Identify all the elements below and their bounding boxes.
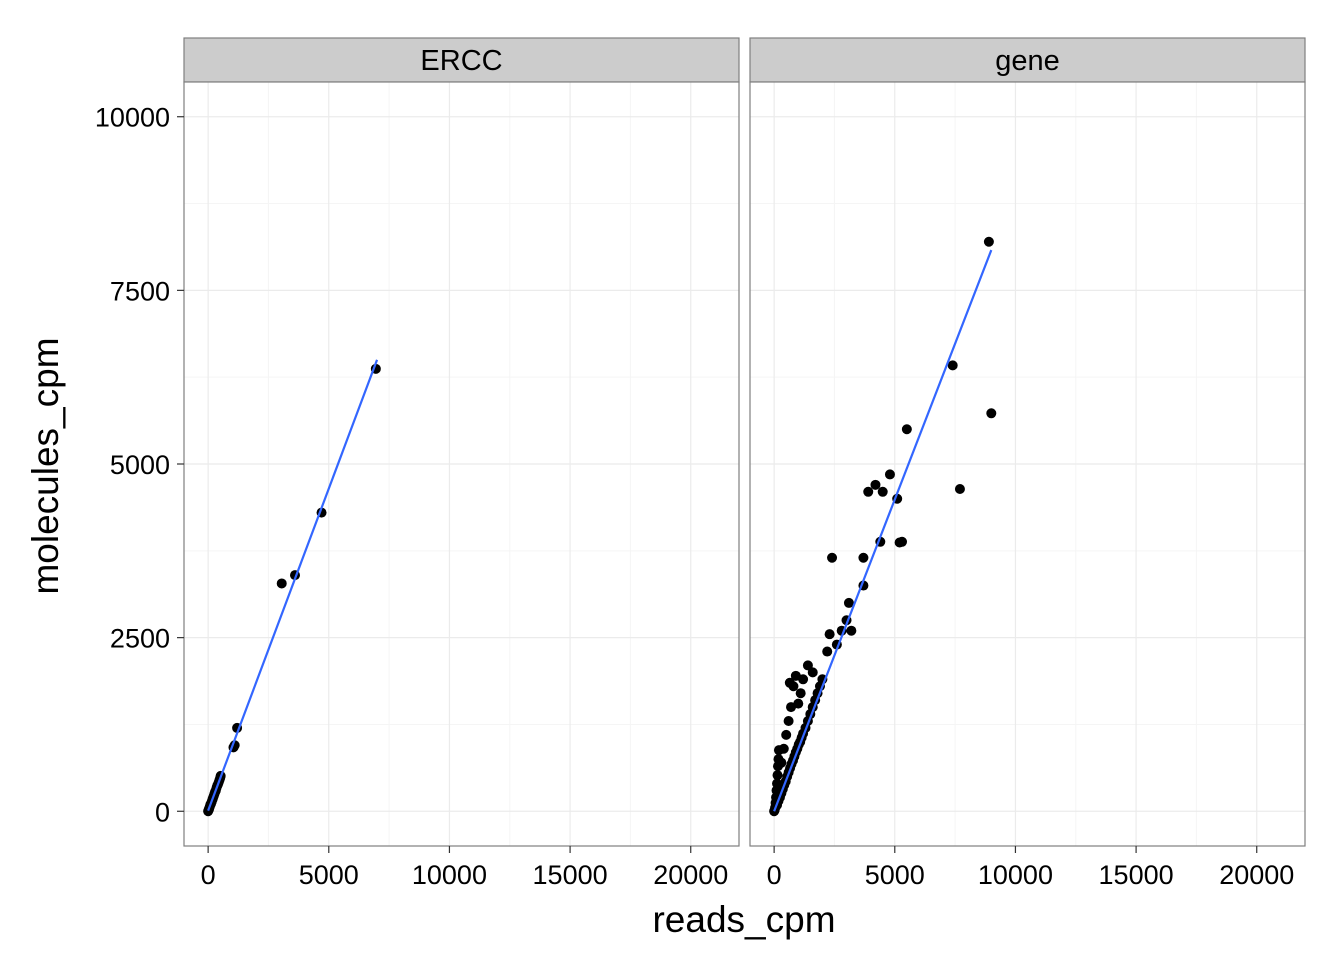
x-tick-label: 5000 — [299, 860, 359, 890]
data-point — [822, 647, 832, 657]
y-axis: 0 2500 5000 7500 10000 — [95, 103, 184, 828]
y-tick-label: 0 — [155, 797, 170, 827]
data-point — [885, 469, 895, 479]
x-tick-label: 15000 — [1099, 860, 1174, 890]
data-point — [902, 424, 912, 434]
data-point — [878, 487, 888, 497]
data-point — [796, 688, 806, 698]
data-point — [858, 553, 868, 563]
strip-label: ERCC — [420, 45, 502, 77]
y-tick-label: 2500 — [110, 624, 170, 654]
x-tick-label: 5000 — [865, 860, 925, 890]
x-tick-label: 15000 — [533, 860, 608, 890]
y-axis-title: molecules_cpm — [25, 337, 66, 594]
x-axis-title: reads_cpm — [652, 899, 835, 940]
data-point — [784, 716, 794, 726]
y-tick-label: 10000 — [95, 103, 170, 133]
data-point — [870, 480, 880, 490]
data-point — [986, 408, 996, 418]
data-point — [277, 578, 287, 588]
y-tick-label: 7500 — [110, 276, 170, 306]
x-tick-label: 0 — [201, 860, 216, 890]
data-point — [825, 629, 835, 639]
panel-ercc: ERCC 0 5000 10000 15000 20000 — [184, 38, 739, 890]
data-point — [955, 484, 965, 494]
strip-label: gene — [995, 45, 1060, 77]
data-point — [779, 744, 789, 754]
y-tick-label: 5000 — [110, 450, 170, 480]
data-point — [773, 770, 783, 780]
data-point — [788, 681, 798, 691]
x-tick-label: 20000 — [1219, 860, 1294, 890]
x-tick-label: 20000 — [653, 860, 728, 890]
data-point — [781, 730, 791, 740]
data-point — [897, 537, 907, 547]
data-point — [863, 487, 873, 497]
x-tick-label: 0 — [767, 860, 782, 890]
x-tick-label: 10000 — [412, 860, 487, 890]
data-point — [808, 667, 818, 677]
data-point — [798, 674, 808, 684]
data-point — [793, 699, 803, 709]
panels-layer: ERCC 0 5000 10000 15000 20000 gene 0 5000 10000 15… — [184, 38, 1305, 890]
x-tick-label: 10000 — [978, 860, 1053, 890]
panel-gene: gene 0 5000 10000 15000 20000 — [750, 38, 1305, 890]
data-point — [827, 553, 837, 563]
data-point — [984, 237, 994, 247]
data-point — [846, 626, 856, 636]
data-point — [776, 758, 786, 768]
